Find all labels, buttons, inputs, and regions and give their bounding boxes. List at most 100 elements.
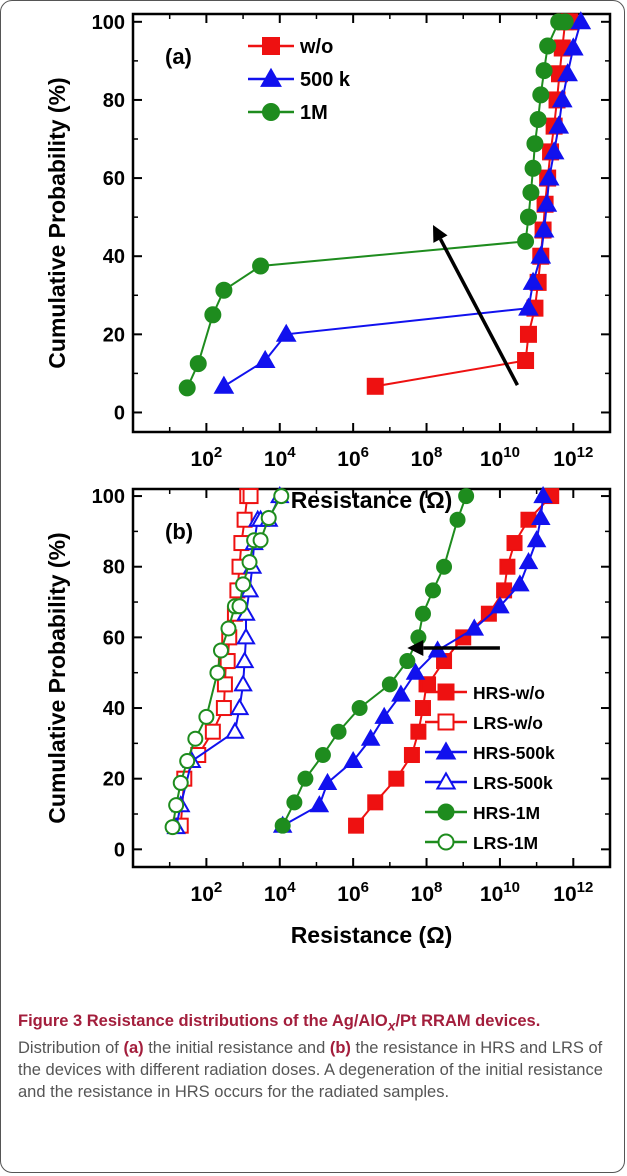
x-tick-label: 102 — [191, 879, 223, 906]
data-point — [533, 485, 553, 504]
data-point — [458, 488, 475, 505]
legend-marker — [435, 741, 457, 760]
y-tick-label: 40 — [103, 698, 125, 720]
y-tick-label: 60 — [103, 627, 125, 649]
data-point — [233, 674, 253, 692]
legend-label: LRS-500k — [473, 773, 553, 793]
y-tick-label: 20 — [103, 769, 125, 791]
x-tick-label: 104 — [264, 444, 296, 471]
series-1M — [178, 13, 574, 397]
data-point — [168, 797, 185, 814]
y-tick-label: 0 — [114, 402, 125, 424]
figure-caption: Figure 3 Resistance distributions of the… — [18, 1010, 618, 1103]
data-point — [526, 135, 544, 153]
plot-frame — [131, 12, 612, 434]
data-point — [252, 257, 270, 275]
data-point — [164, 819, 181, 836]
x-axis-label: Resistance (Ω) — [291, 487, 453, 513]
x-tick-label: 1010 — [480, 879, 520, 906]
y-axis-label: Cumulative Probability (%) — [44, 77, 70, 368]
data-point — [343, 750, 363, 769]
data-point — [360, 728, 381, 746]
data-point — [275, 323, 297, 342]
series-500 k — [213, 11, 592, 394]
data-point — [235, 576, 252, 593]
data-point — [536, 193, 558, 212]
x-tick-label: 104 — [264, 879, 296, 906]
x-tick-label: 106 — [337, 879, 369, 906]
data-point — [172, 774, 189, 791]
data-point — [519, 325, 537, 343]
data-point — [198, 708, 215, 725]
data-point — [220, 620, 237, 637]
data-point — [317, 772, 338, 790]
arrow-head — [432, 224, 448, 243]
legend: HRS-w/o LRS-w/o HRS-500k LRS-500k HRS-1M LRS-… — [425, 683, 555, 853]
series-LRS-1M — [164, 488, 290, 836]
data-point — [366, 377, 384, 395]
data-point — [436, 558, 453, 575]
legend-label: LRS-w/o — [473, 713, 543, 733]
data-point — [215, 700, 232, 717]
data-point — [187, 730, 204, 747]
data-point — [215, 281, 233, 299]
x-tick-label: 102 — [191, 444, 223, 471]
legend-label: HRS-500k — [473, 743, 555, 763]
data-point — [522, 271, 544, 290]
y-tick-label: 100 — [92, 12, 125, 34]
data-point — [518, 552, 539, 570]
data-point — [557, 63, 578, 82]
panel-label: (a) — [165, 44, 192, 69]
y-tick-label: 40 — [103, 246, 125, 268]
data-point — [234, 650, 255, 669]
data-point — [510, 574, 530, 592]
data-point — [241, 554, 258, 571]
x-tick-label: 108 — [411, 879, 443, 906]
data-point — [254, 349, 276, 368]
data-point — [367, 794, 384, 811]
data-point — [286, 794, 303, 811]
data-point — [535, 62, 553, 80]
data-point — [499, 558, 516, 575]
series-HRS-1M — [274, 488, 475, 834]
series-line — [186, 20, 566, 389]
legend-marker — [435, 771, 457, 790]
data-point — [517, 232, 535, 250]
x-tick-label: 108 — [411, 444, 443, 471]
legend-label: HRS-w/o — [473, 683, 545, 703]
data-point — [518, 297, 539, 316]
legend-marker — [437, 683, 455, 701]
data-point — [533, 219, 555, 238]
data-point — [351, 700, 368, 717]
data-point — [330, 723, 347, 740]
data-point — [414, 700, 431, 717]
data-point — [519, 208, 537, 226]
data-point — [388, 770, 405, 787]
series-HRS-500k — [272, 485, 553, 833]
data-point — [236, 627, 256, 645]
x-tick-label: 1012 — [553, 444, 593, 471]
y-tick-label: 80 — [103, 90, 125, 112]
data-point — [410, 723, 427, 740]
data-point — [524, 159, 542, 177]
data-point — [531, 507, 551, 526]
data-point — [506, 535, 523, 552]
y-tick-label: 100 — [92, 486, 125, 508]
data-point — [562, 37, 584, 56]
legend: w/o 500 k 1M — [248, 36, 351, 124]
y-tick-label: 0 — [114, 839, 125, 861]
data-point — [225, 721, 245, 739]
arrow-head — [407, 639, 424, 656]
data-point — [178, 379, 196, 397]
y-axis-label: Cumulative Probability (%) — [44, 532, 70, 823]
data-point — [539, 37, 557, 55]
caption-body: Distribution of (a) the initial resistan… — [18, 1039, 603, 1102]
data-point — [309, 795, 330, 813]
legend-label: w/o — [299, 36, 333, 58]
legend-marker — [262, 37, 280, 55]
data-point — [297, 770, 314, 787]
data-point — [213, 375, 235, 394]
data-point — [526, 530, 547, 548]
data-point — [348, 817, 365, 834]
